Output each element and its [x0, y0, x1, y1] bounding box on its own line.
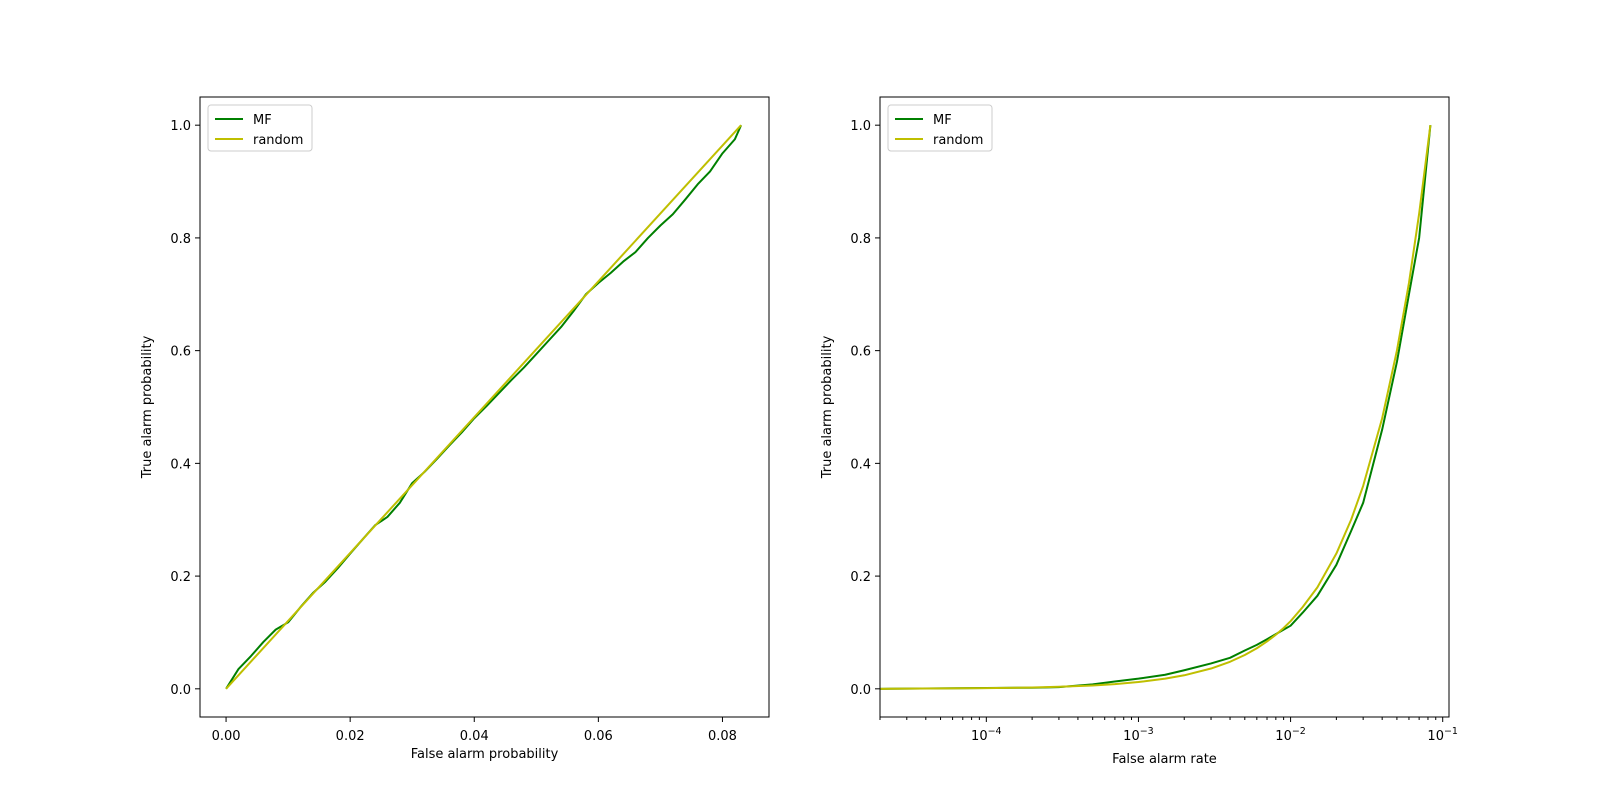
plot-frame [879, 96, 1450, 718]
y-tick-label: 0.2 [850, 570, 871, 585]
plot-frame [199, 96, 770, 718]
y-tick-label: 1.0 [850, 119, 871, 134]
series-line-random [225, 124, 742, 690]
x-tick-label: 10−3 [1123, 726, 1154, 744]
x-tick-label: 0.08 [708, 729, 737, 744]
y-tick-label: 1.0 [170, 119, 191, 134]
series-line-random [879, 125, 1432, 690]
x-tick-label: 0.06 [584, 729, 613, 744]
y-tick-label: 0.8 [850, 232, 871, 247]
x-tick-label: 0.00 [212, 729, 241, 744]
x-tick-label: 10−2 [1275, 726, 1306, 744]
y-tick-label: 0.0 [170, 683, 191, 698]
y-tick-label: 0.8 [170, 232, 191, 247]
y-tick-label: 0.0 [850, 683, 871, 698]
legend-label-random: random [933, 133, 983, 148]
legend-label-mf: MF [933, 113, 952, 128]
y-axis-label: True alarm probability [820, 335, 835, 479]
x-axis-label: False alarm rate [1112, 752, 1217, 767]
series-line-mf [879, 125, 1432, 690]
y-tick-label: 0.4 [170, 457, 191, 472]
x-tick-label: 10−1 [1427, 726, 1458, 744]
x-tick-label: 0.04 [460, 729, 489, 744]
legend-label-mf: MF [253, 113, 272, 128]
x-tick-label: 10−4 [971, 726, 1002, 744]
legend-label-random: random [253, 133, 303, 148]
y-axis-label: True alarm probability [140, 335, 155, 479]
y-tick-label: 0.2 [170, 570, 191, 585]
y-tick-label: 0.6 [170, 345, 191, 360]
x-tick-label: 0.02 [336, 729, 365, 744]
chart-panel-2: 0.0 0.2 0.4 0.6 0.8 1.0 10−4 10−3 10−2 10−1 False … [820, 96, 1458, 767]
x-axis-label: False alarm probability [411, 747, 559, 762]
y-tick-label: 0.6 [850, 345, 871, 360]
chart-panel-1: 0.0 0.2 0.4 0.6 0.8 1.0 0.00 0.02 0.04 0.06 0.08 Fa… [140, 96, 770, 762]
y-tick-label: 0.4 [850, 457, 871, 472]
